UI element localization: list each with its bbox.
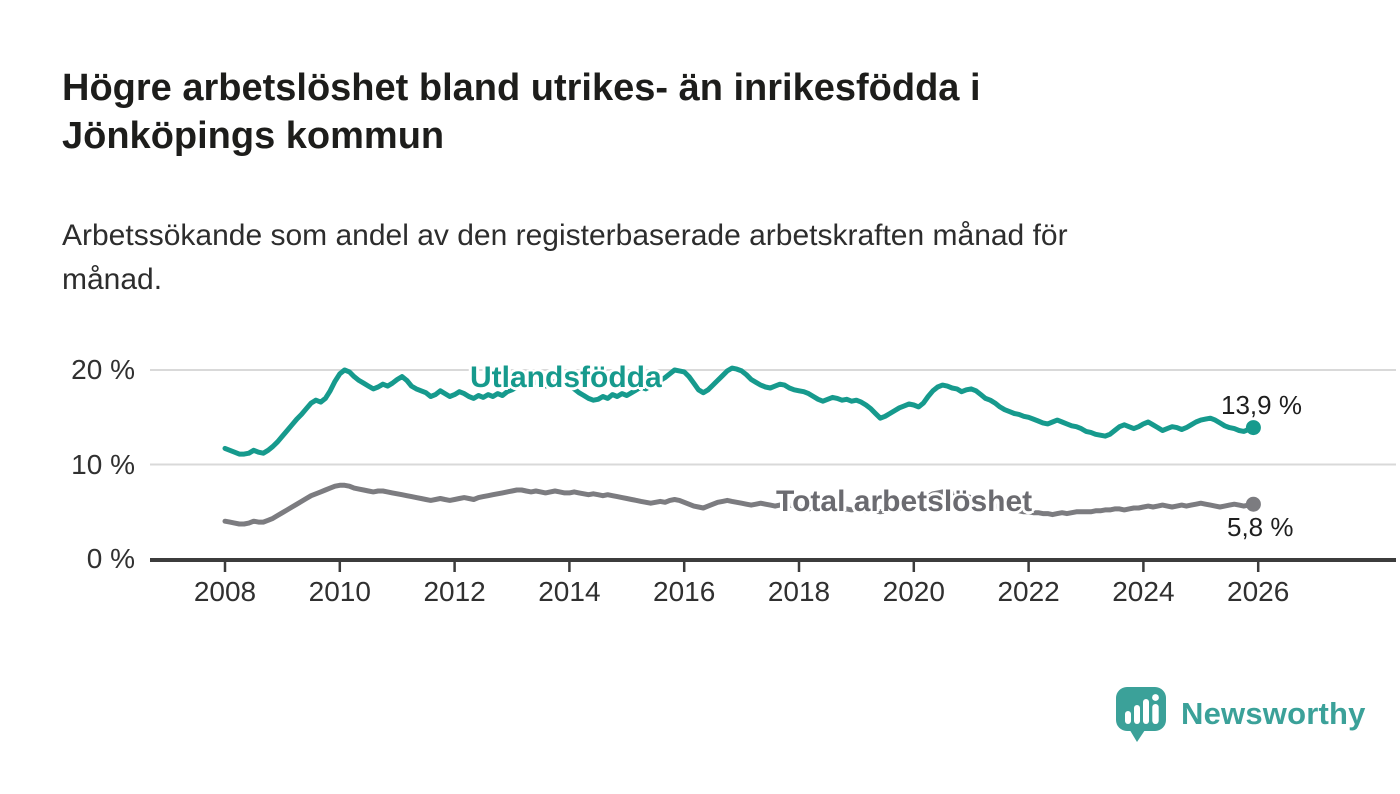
subtitle-line-2: månad. [62,263,163,296]
chart-subtitle: Arbetssökande som andel av den registerb… [62,214,1312,302]
title-line-2: Jönköpings kommun [62,115,445,157]
x-axis-label: 2022 [997,576,1060,607]
end-dot-series-1 [1245,496,1261,512]
line-series-1 [222,482,1256,527]
x-axis-label: 2018 [767,576,831,607]
y-axis-label: 20 % [71,354,135,385]
x-axis-label: 2016 [653,576,716,607]
x-axis-label: 2014 [538,576,601,607]
series-label-utlandsfodda: Utlandsfödda [470,361,662,394]
end-dot-series-0 [1245,420,1261,436]
newsworthy-logo: Newsworthy [1114,684,1366,744]
series-label-total-arbetsloshet: Total arbetslöshet [776,485,1033,518]
end-value-utlandsfodda: 13,9 % [1221,390,1302,420]
title-line-1: Högre arbetslöshet bland utrikes- än inr… [62,67,981,109]
x-axis-label: 2010 [308,576,371,607]
x-axis-label: 2012 [423,576,486,607]
bar-chart-speech-bubble-icon [1116,687,1166,742]
x-axis-label: 2024 [1112,576,1175,607]
subtitle-line-1: Arbetssökande som andel av den registerb… [62,219,1068,252]
page-title: Högre arbetslöshet bland utrikes- än inr… [62,64,1312,160]
end-value-total-arbetsloshet: 5,8 % [1227,512,1294,542]
x-axis-label: 2026 [1227,576,1290,607]
x-axis-label: 2008 [193,576,257,607]
y-axis-label: 10 % [71,448,135,480]
y-axis-label: 0 % [86,543,135,574]
line-series-0 [222,365,1256,457]
brand-name: Newsworthy [1181,696,1366,731]
x-axis-label: 2020 [882,576,945,607]
